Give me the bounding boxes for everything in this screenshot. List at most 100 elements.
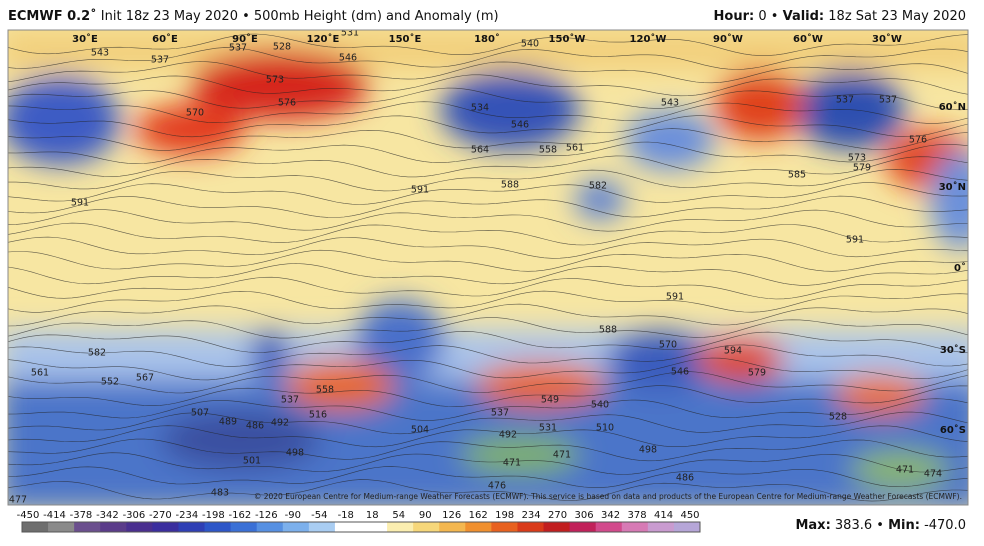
contour-label: 537 — [281, 395, 299, 406]
contour-label: 498 — [639, 445, 657, 456]
longitude-label: 90˚W — [713, 33, 743, 45]
contour-label: 471 — [896, 465, 914, 476]
contour-line — [8, 357, 968, 381]
contour-line — [8, 87, 968, 111]
longitude-label: 30˚E — [72, 33, 98, 45]
contour-label: 576 — [909, 135, 927, 146]
contour-line — [8, 115, 968, 138]
map: 30˚E 60˚E 90˚E 120˚E 150˚E 180˚ 150˚W 120˚W 90˚W… — [8, 28, 968, 506]
contour-line — [8, 479, 968, 502]
contour-label: 567 — [136, 373, 154, 384]
contour-label: 582 — [589, 181, 607, 192]
colorbar-tick-label: -162 — [228, 510, 251, 521]
contours — [8, 33, 968, 502]
longitude-label: 150˚W — [549, 33, 586, 45]
colorbar-tick-label: 414 — [654, 510, 673, 521]
longitude-label: 30˚W — [872, 33, 902, 45]
contour-line — [8, 398, 968, 421]
valid-label: Valid: — [783, 9, 825, 24]
longitude-label: 60˚E — [152, 33, 178, 45]
contour-label: 549 — [541, 395, 559, 406]
contour-label: 546 — [671, 367, 689, 378]
contour-label: 561 — [31, 368, 49, 379]
contour-line — [8, 466, 968, 488]
colorbar-tick-label: -234 — [176, 510, 199, 521]
contour-label: 489 — [219, 417, 237, 428]
colorbar-tick-label: -450 — [17, 510, 40, 521]
contour-label: 585 — [788, 170, 806, 181]
contour-label: 582 — [88, 348, 106, 359]
contour-line — [8, 195, 968, 218]
contour-line — [8, 331, 968, 354]
colorbar-swatch — [204, 522, 232, 532]
colorbar-swatch — [256, 522, 284, 532]
contour-line — [8, 101, 968, 124]
longitude-label: 120˚W — [630, 33, 667, 45]
contour-label: 476 — [488, 481, 506, 492]
contour-label: 543 — [661, 98, 679, 109]
colorbar-tick-label: -54 — [311, 510, 327, 521]
contour-line — [8, 290, 968, 313]
colorbar-swatch — [465, 522, 492, 532]
contour-line — [8, 33, 968, 56]
hour-label: Hour: — [714, 9, 755, 24]
contour-label: 498 — [286, 448, 304, 459]
contour-label: 537 — [229, 43, 247, 54]
header-left: ECMWF 0.2˚ Init 18z 23 May 2020 • 500mb … — [8, 8, 499, 24]
colorbar-swatch — [126, 522, 153, 532]
model: ECMWF 0.2˚ — [8, 8, 97, 24]
contour-label: 531 — [341, 28, 359, 39]
contour-label: 507 — [191, 408, 209, 419]
colorbar-swatch — [74, 522, 101, 532]
contour-label: 501 — [243, 456, 261, 467]
colorbar-swatch — [569, 522, 597, 532]
longitude-label: 120˚E — [307, 33, 340, 45]
contour-line — [8, 222, 968, 246]
colorbar-swatch — [673, 522, 701, 532]
min: -470.0 — [924, 518, 966, 533]
contour-line — [8, 128, 968, 151]
contour-label: 528 — [273, 42, 291, 53]
contour-label: 492 — [499, 430, 517, 441]
contour-label: 546 — [339, 53, 357, 64]
contour-label: 588 — [599, 325, 617, 336]
colorbar-tick-label: -270 — [149, 510, 172, 521]
copyright: © 2020 European Centre for Medium-range … — [254, 492, 962, 501]
contour-label: 546 — [511, 120, 529, 131]
longitude-label: 60˚W — [793, 33, 823, 45]
contour-label: 594 — [724, 346, 742, 357]
contour-label: 591 — [666, 292, 684, 303]
contour-line — [8, 74, 968, 97]
contour-label: 558 — [316, 385, 334, 396]
contour-label: 492 — [271, 418, 289, 429]
colorbar-swatch — [152, 522, 179, 532]
contour-label: 537 — [836, 95, 854, 106]
map-frame — [7, 29, 969, 506]
contour-label: 531 — [539, 423, 557, 434]
colorbar: -450 -414 -378 -342 -306 -270 -234 -198 -162 -126… — [17, 510, 701, 533]
colorbar-swatch — [647, 522, 675, 532]
colorbar-tick-label: -126 — [255, 510, 278, 521]
contour-label: 579 — [748, 368, 766, 379]
contour-label: 591 — [846, 235, 864, 246]
contour-label: 561 — [566, 143, 584, 154]
colorbar-tick-label: 342 — [601, 510, 620, 521]
contour-line — [8, 47, 968, 70]
colorbar-tick-label: 54 — [392, 510, 405, 521]
colorbar-swatch — [308, 522, 336, 532]
latitude-label: 60˚N — [939, 101, 966, 113]
contour-line — [8, 411, 968, 435]
valid: 18z Sat 23 May 2020 — [828, 9, 966, 24]
contour-line — [8, 438, 968, 462]
colorbar-swatch — [439, 522, 466, 532]
contour-label: 528 — [829, 412, 847, 423]
contour-line — [8, 169, 968, 192]
colorbar-swatch — [413, 522, 440, 532]
colorbar-swatch — [282, 522, 310, 532]
contour-label: 477 — [9, 495, 27, 506]
contour-line — [8, 209, 968, 232]
contour-label: 537 — [151, 55, 169, 66]
contour-label: 471 — [553, 450, 571, 461]
anomaly-field — [8, 30, 968, 505]
